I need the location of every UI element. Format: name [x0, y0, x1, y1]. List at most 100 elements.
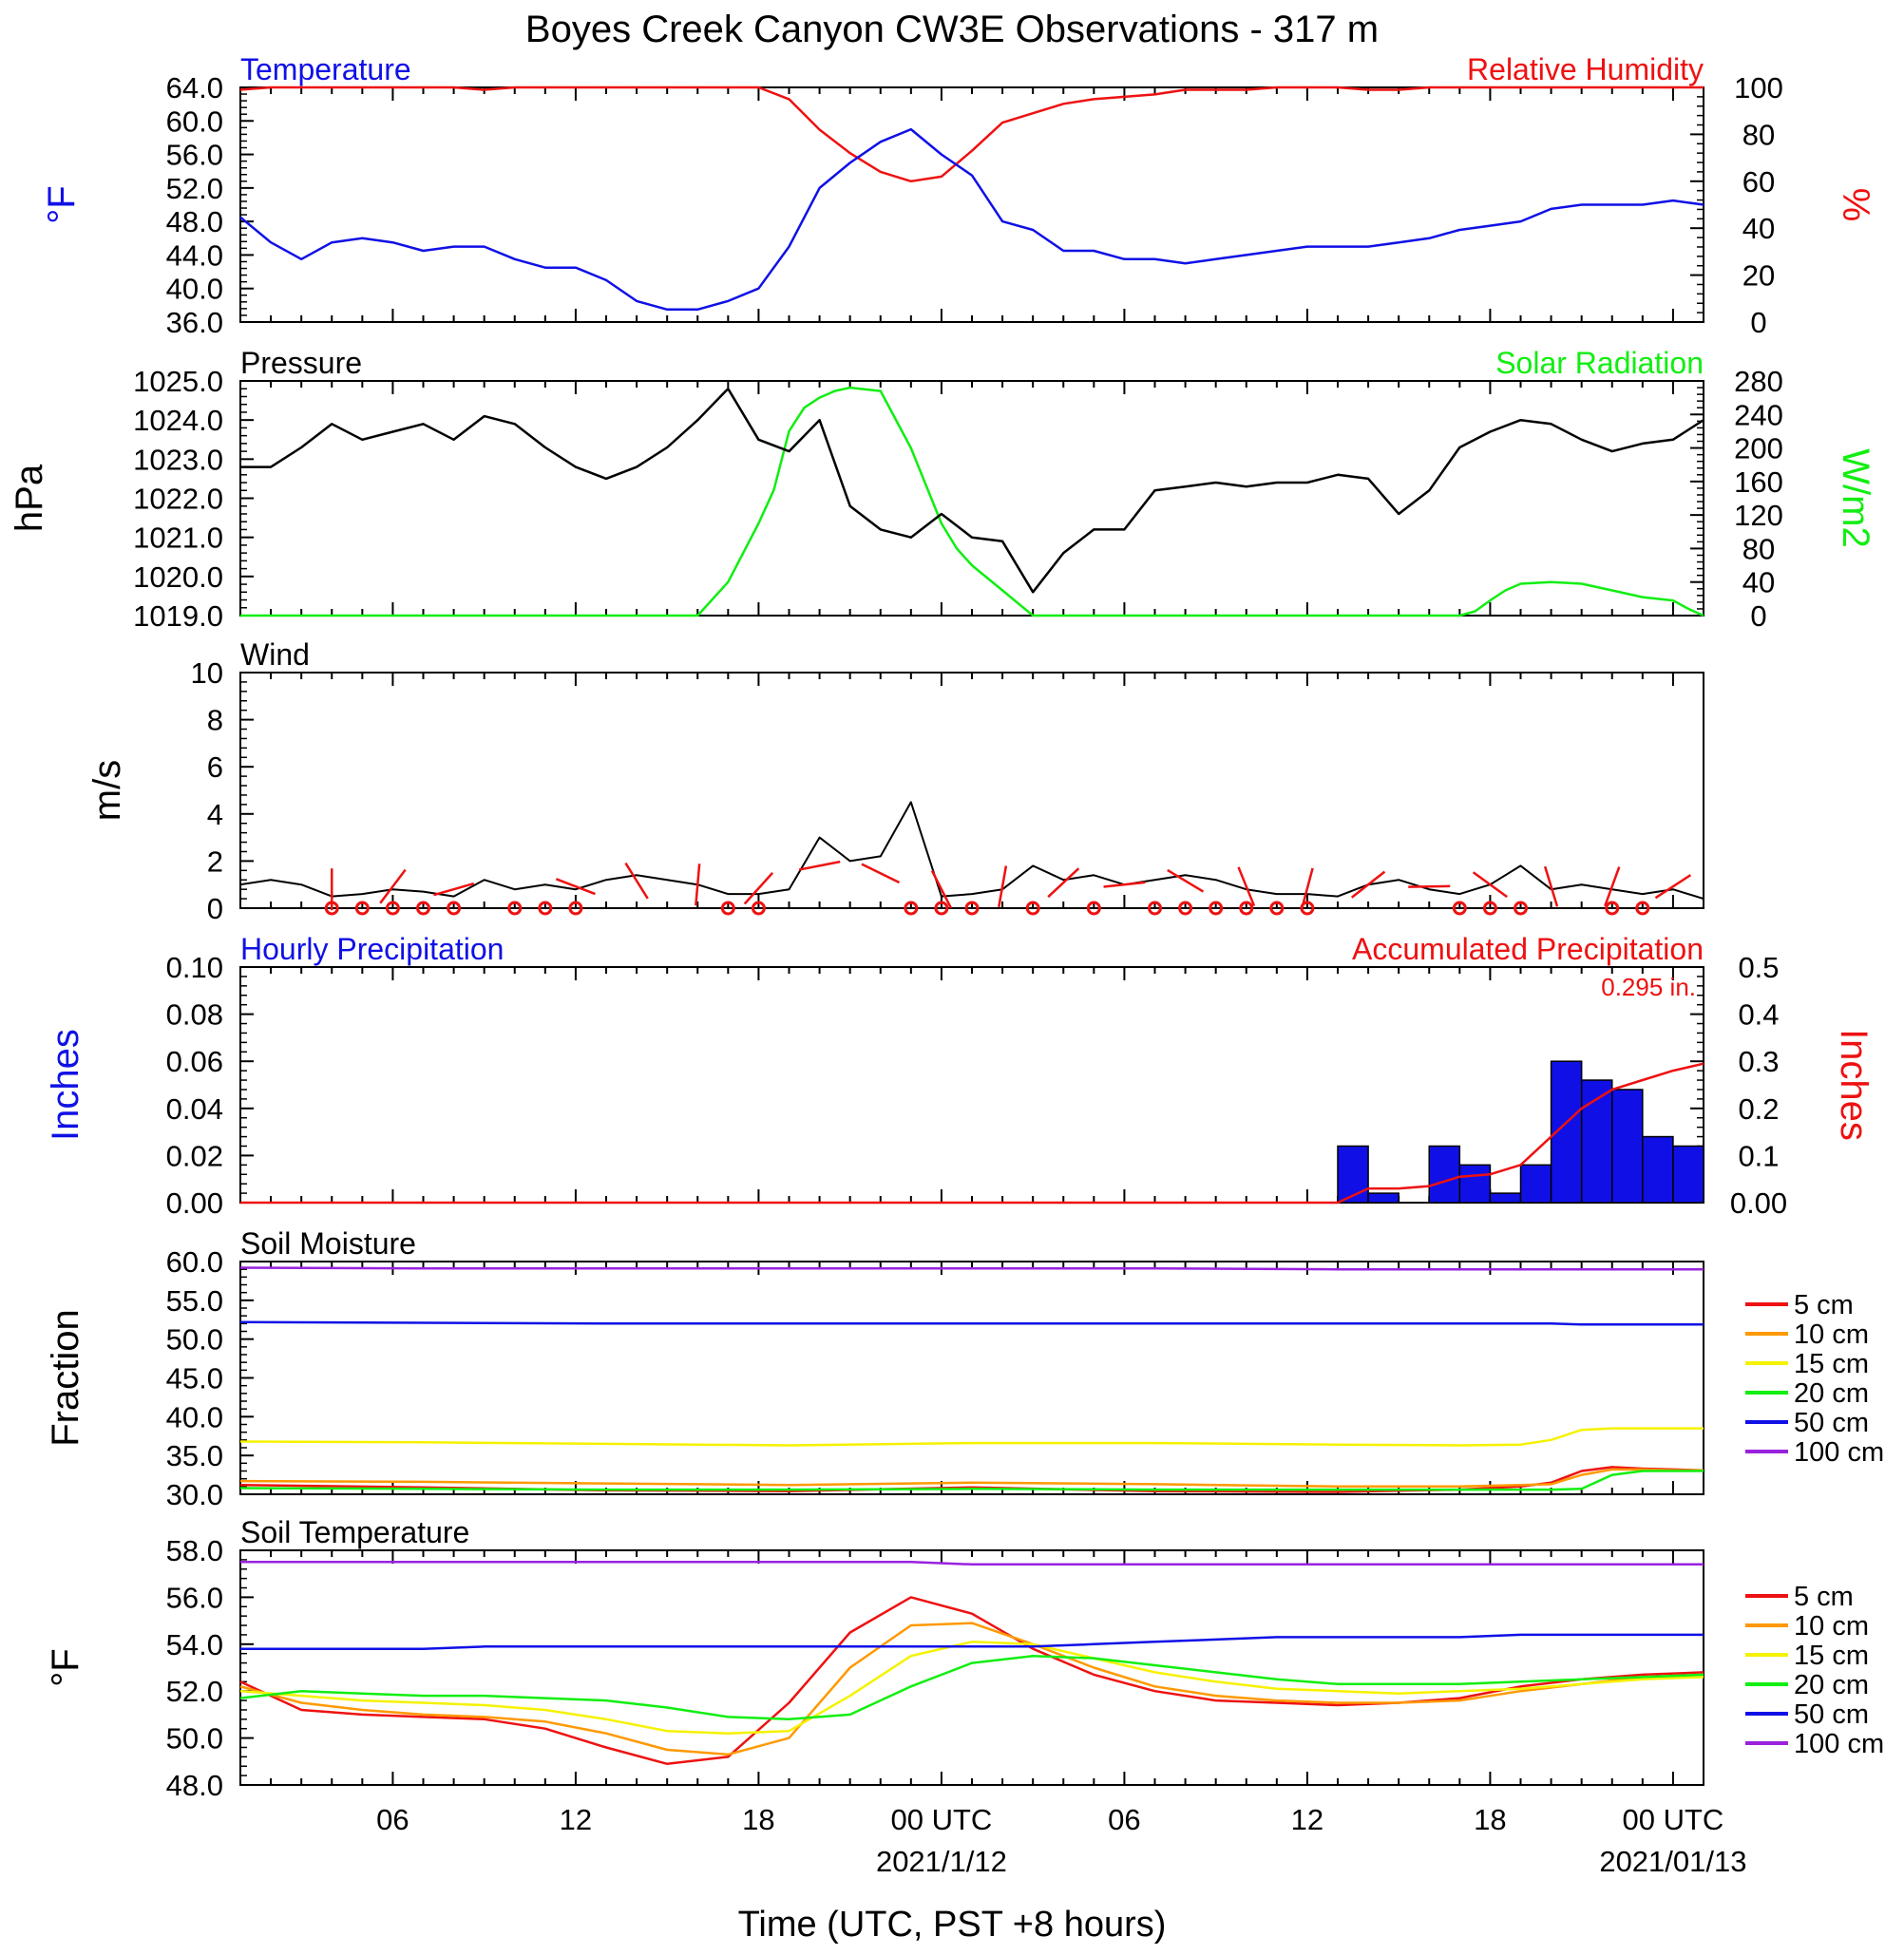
pressure-line [240, 387, 1704, 594]
hourly-precip-axis-tick-label: 0.04 [166, 1092, 223, 1126]
panel-pressure-solar: 1025.0 1024.0 1023.0 1022.0 1021.0 1020.0 1019… [9, 346, 1876, 633]
precip-bar [1672, 1145, 1704, 1204]
soil-moisture-line [239, 1470, 1704, 1491]
calm-wind-marker [1635, 901, 1650, 916]
calm-wind-marker [720, 901, 735, 916]
soil-moisture-axis-tick-label: 30.0 [166, 1478, 223, 1511]
pressure-axis-tick-label: 1025.0 [133, 365, 223, 398]
wind-barb [433, 882, 475, 897]
wind-barb [861, 863, 901, 884]
accum-precip-axis-tick-label: 0.2 [1738, 1092, 1779, 1126]
calm-wind-marker [447, 901, 462, 916]
temperature-axis-tick-label: 64.0 [166, 71, 223, 104]
calm-wind-marker [354, 901, 370, 916]
time-tick-label: 00 UTC [891, 1803, 993, 1836]
soil-moisture-title: Soil Moisture [240, 1226, 416, 1261]
pressure-axis-tick-label: 1024.0 [133, 404, 223, 437]
soil-temperature-axis-tick-label: 58.0 [166, 1534, 223, 1567]
humidity-axis-tick-label: 80 [1742, 118, 1775, 151]
wind-barb [379, 868, 407, 904]
wind-barb [1350, 870, 1386, 899]
calm-wind-marker [507, 901, 523, 916]
legend-label: 15 cm [1794, 1349, 1869, 1379]
legend-label: 50 cm [1794, 1699, 1869, 1730]
calm-wind-marker [538, 901, 553, 916]
temperature-axis-tick-label: 40.0 [166, 273, 223, 306]
soil-temperature-line [240, 1561, 1704, 1566]
time-tick-label: 06 [1108, 1803, 1140, 1836]
solar-axis-tick-label: 240 [1734, 398, 1783, 431]
temperature-axis-tick-label: 44.0 [166, 238, 223, 272]
humidity-axis-tick-label: 40 [1742, 212, 1775, 245]
temperature-axis-tick-label: 36.0 [166, 306, 223, 339]
humidity-axis-tick-label: 20 [1742, 259, 1775, 293]
solar-axis-tick-label: 0 [1750, 599, 1766, 633]
humidity-axis-tick-label: 0 [1750, 306, 1766, 339]
wind-barb [1103, 881, 1146, 888]
wind-axis-tick-label: 0 [207, 892, 223, 925]
pressure-axis-tick-label: 1022.0 [133, 483, 223, 516]
solar-axis-tick-label: 40 [1742, 566, 1775, 599]
accum-precip-axis-tick-label: 0.3 [1738, 1045, 1779, 1078]
accumulated-precip-line [240, 1062, 1704, 1205]
soil-moisture-unit: Fraction [45, 1309, 86, 1447]
humidity-title: Relative Humidity [1467, 52, 1704, 86]
calm-wind-marker [751, 901, 766, 916]
solar-axis-tick-label: 200 [1734, 432, 1783, 465]
temperature-title: Temperature [240, 52, 411, 86]
soil-moisture-line [239, 1320, 1704, 1326]
legend-label: 10 cm [1794, 1611, 1869, 1642]
wind-barb [555, 878, 596, 896]
wind-barb [1301, 867, 1314, 909]
temperature-line [239, 127, 1704, 312]
calm-wind-marker [416, 901, 430, 916]
legend-label: 20 cm [1794, 1670, 1869, 1700]
pressure-axis-tick-label: 1020.0 [133, 560, 223, 594]
time-tick-label: 18 [742, 1803, 774, 1836]
legend-label: 15 cm [1794, 1641, 1869, 1671]
panels: 64.060.056.052.048.044.040.036.010080604… [9, 52, 1884, 1802]
wind-barb [743, 871, 774, 905]
hourly-precip-unit: Inches [45, 1029, 86, 1141]
time-tick-label: 18 [1474, 1803, 1506, 1836]
soil-temperature-line [239, 1622, 1704, 1756]
temperature-unit: °F [41, 185, 83, 223]
accum-precip-title: Accumulated Precipitation [1352, 932, 1704, 966]
wind-barb [624, 862, 649, 900]
legend-label: 5 cm [1794, 1290, 1854, 1320]
humidity-unit: % [1835, 188, 1876, 222]
precip-bar [1519, 1164, 1552, 1204]
soil-temperature-axis-tick-label: 48.0 [166, 1769, 223, 1802]
wind-axis-tick-label: 6 [207, 750, 223, 784]
wind-barb [1472, 871, 1508, 899]
temperature-axis-tick-label: 48.0 [166, 205, 223, 238]
precip-bar [1428, 1145, 1461, 1204]
wind-barb [1408, 884, 1451, 888]
calm-wind-marker [1452, 901, 1467, 916]
pressure-axis-tick-label: 1023.0 [133, 443, 223, 476]
precip-bar [1337, 1145, 1369, 1204]
calm-wind-marker [1148, 901, 1162, 916]
calm-wind-marker [1025, 901, 1040, 916]
solar-unit: W/m2 [1835, 448, 1876, 547]
panel-precipitation: 0.10 0.08 0.06 0.04 0.02 0.00 0.5 0.4 0.3 0.2 0.1 0… [45, 932, 1875, 1220]
temperature-axis-tick-label: 56.0 [166, 139, 223, 172]
calm-wind-marker [385, 901, 400, 916]
precip-bar [1489, 1192, 1522, 1204]
legend-label: 20 cm [1794, 1378, 1869, 1409]
time-tick-label: 12 [1291, 1803, 1323, 1836]
humidity-axis-tick-label: 60 [1742, 165, 1775, 199]
solar-axis-tick-label: 120 [1734, 499, 1783, 532]
accum-precip-axis-tick-label: 0.1 [1738, 1139, 1779, 1172]
time-tick-label: 06 [376, 1803, 409, 1836]
pressure-axis-tick-label: 1019.0 [133, 599, 223, 633]
accum-precip-total: 0.295 in. [1601, 973, 1696, 1001]
accum-precip-axis-tick-label: 0.5 [1738, 951, 1779, 984]
precip-bar [1458, 1164, 1492, 1204]
soil-temperature-line [239, 1654, 1704, 1721]
soil-temperature-unit: °F [45, 1648, 86, 1686]
hourly-precip-axis-tick-label: 0.06 [166, 1045, 223, 1078]
soil-temperature-axis-tick-label: 52.0 [166, 1675, 223, 1708]
